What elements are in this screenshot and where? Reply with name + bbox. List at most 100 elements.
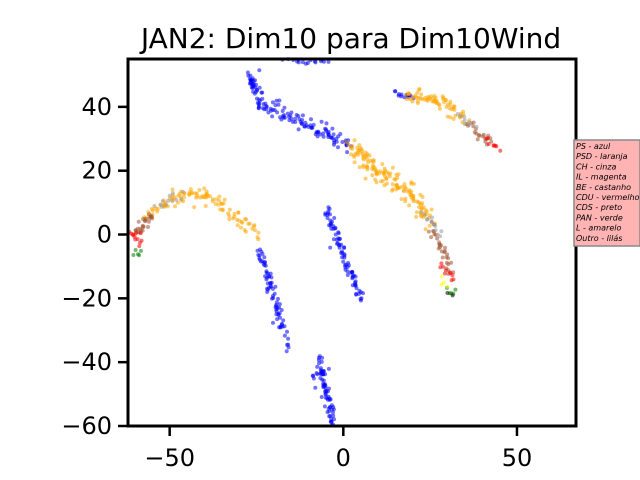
- legend-entry: BE - castanho: [576, 183, 631, 192]
- scatter-point: [453, 287, 458, 292]
- scatter-point: [440, 274, 444, 279]
- scatter-point: [328, 221, 333, 226]
- scatter-point: [135, 237, 140, 242]
- scatter-point: [245, 70, 250, 75]
- scatter-point: [331, 410, 335, 415]
- scatter-point: [331, 413, 336, 418]
- scatter-point: [264, 104, 269, 109]
- scatter-point: [255, 96, 259, 101]
- scatter-point: [387, 174, 392, 179]
- scatter-point: [188, 187, 193, 192]
- scatter-point: [273, 305, 278, 310]
- scatter-point: [139, 248, 143, 253]
- y-tick-label: 20: [81, 157, 112, 185]
- scatter-point: [282, 105, 287, 110]
- scatter-point: [238, 225, 243, 230]
- scatter-point: [357, 165, 362, 170]
- scatter-point: [471, 120, 476, 125]
- scatter-point: [286, 336, 291, 341]
- scatter-point: [270, 286, 275, 291]
- scatter-point: [300, 118, 305, 122]
- x-tick-label: 0: [336, 444, 351, 472]
- scatter-point: [435, 236, 440, 241]
- scatter-point: [382, 183, 387, 188]
- scatter-point: [137, 253, 142, 258]
- legend-entry: CH - cinza: [576, 162, 616, 171]
- scatter-point: [327, 396, 332, 401]
- scatter-point: [257, 256, 262, 261]
- scatter-point: [438, 234, 443, 239]
- scatter-point: [275, 110, 280, 115]
- scatter-point: [252, 91, 257, 96]
- scatter-point: [433, 224, 438, 228]
- scatter-point: [271, 296, 276, 300]
- scatter-point: [227, 207, 232, 212]
- scatter-point: [136, 219, 141, 224]
- scatter-point: [277, 311, 282, 316]
- scatter-point: [257, 85, 262, 90]
- scatter-point: [448, 102, 453, 107]
- scatter-point: [146, 225, 150, 229]
- scatter-point: [450, 273, 455, 278]
- scatter-point: [158, 202, 163, 207]
- axis-ticks: −50 0 50 −60 −40 −20 0 20 40: [61, 93, 532, 472]
- scatter-point: [269, 275, 274, 280]
- scatter-point: [352, 153, 356, 158]
- scatter-point: [485, 136, 490, 141]
- scatter-point: [410, 99, 415, 104]
- scatter-point: [146, 219, 151, 224]
- scatter-point: [331, 132, 336, 137]
- scatter-point: [450, 293, 455, 298]
- scatter-point: [467, 122, 471, 127]
- scatter-point: [414, 210, 419, 215]
- scatter-point: [370, 166, 374, 171]
- scatter-point: [314, 371, 319, 376]
- scatter-point: [220, 207, 225, 212]
- scatter-point: [399, 197, 404, 202]
- y-tick-label: 0: [97, 221, 112, 249]
- scatter-point: [426, 229, 431, 234]
- scatter-point: [323, 385, 328, 390]
- scatter-point: [345, 273, 350, 277]
- scatter-point: [304, 123, 309, 128]
- scatter-point: [445, 291, 450, 295]
- scatter-point: [265, 290, 270, 294]
- scatter-point: [353, 274, 358, 279]
- scatter-point: [253, 78, 257, 83]
- scatter-point: [443, 268, 448, 273]
- scatter-point: [348, 146, 353, 151]
- scatter-point: [345, 269, 350, 274]
- legend-entry: PS - azul: [576, 142, 611, 151]
- scatter-point: [397, 185, 402, 190]
- scatter-point: [217, 198, 222, 203]
- scatter-point: [194, 191, 199, 196]
- scatter-point: [332, 216, 337, 220]
- scatter-point: [315, 364, 320, 369]
- scatter-point: [326, 59, 331, 64]
- scatter-point: [320, 355, 325, 360]
- scatter-point: [440, 255, 445, 260]
- scatter-point: [296, 127, 301, 132]
- scatter-point: [152, 204, 157, 208]
- scatter-point: [280, 109, 285, 113]
- scatter-point: [373, 177, 378, 182]
- scatter-point: [439, 261, 444, 266]
- scatter-point: [359, 298, 363, 303]
- scatter-point: [437, 106, 442, 111]
- scatter-point: [394, 172, 399, 177]
- scatter-point: [319, 359, 324, 364]
- scatter-point: [323, 212, 328, 217]
- scatter-point: [197, 188, 202, 192]
- scatter-point: [205, 192, 210, 197]
- scatter-point: [322, 369, 326, 374]
- scatter-point: [448, 115, 453, 120]
- scatter-point: [322, 59, 326, 64]
- scatter-point: [313, 385, 318, 390]
- scatter-point: [477, 133, 482, 138]
- scatter-point: [342, 245, 347, 250]
- y-tick-label: −20: [61, 284, 112, 312]
- scatter-point: [277, 302, 282, 307]
- scatter-point: [305, 61, 310, 65]
